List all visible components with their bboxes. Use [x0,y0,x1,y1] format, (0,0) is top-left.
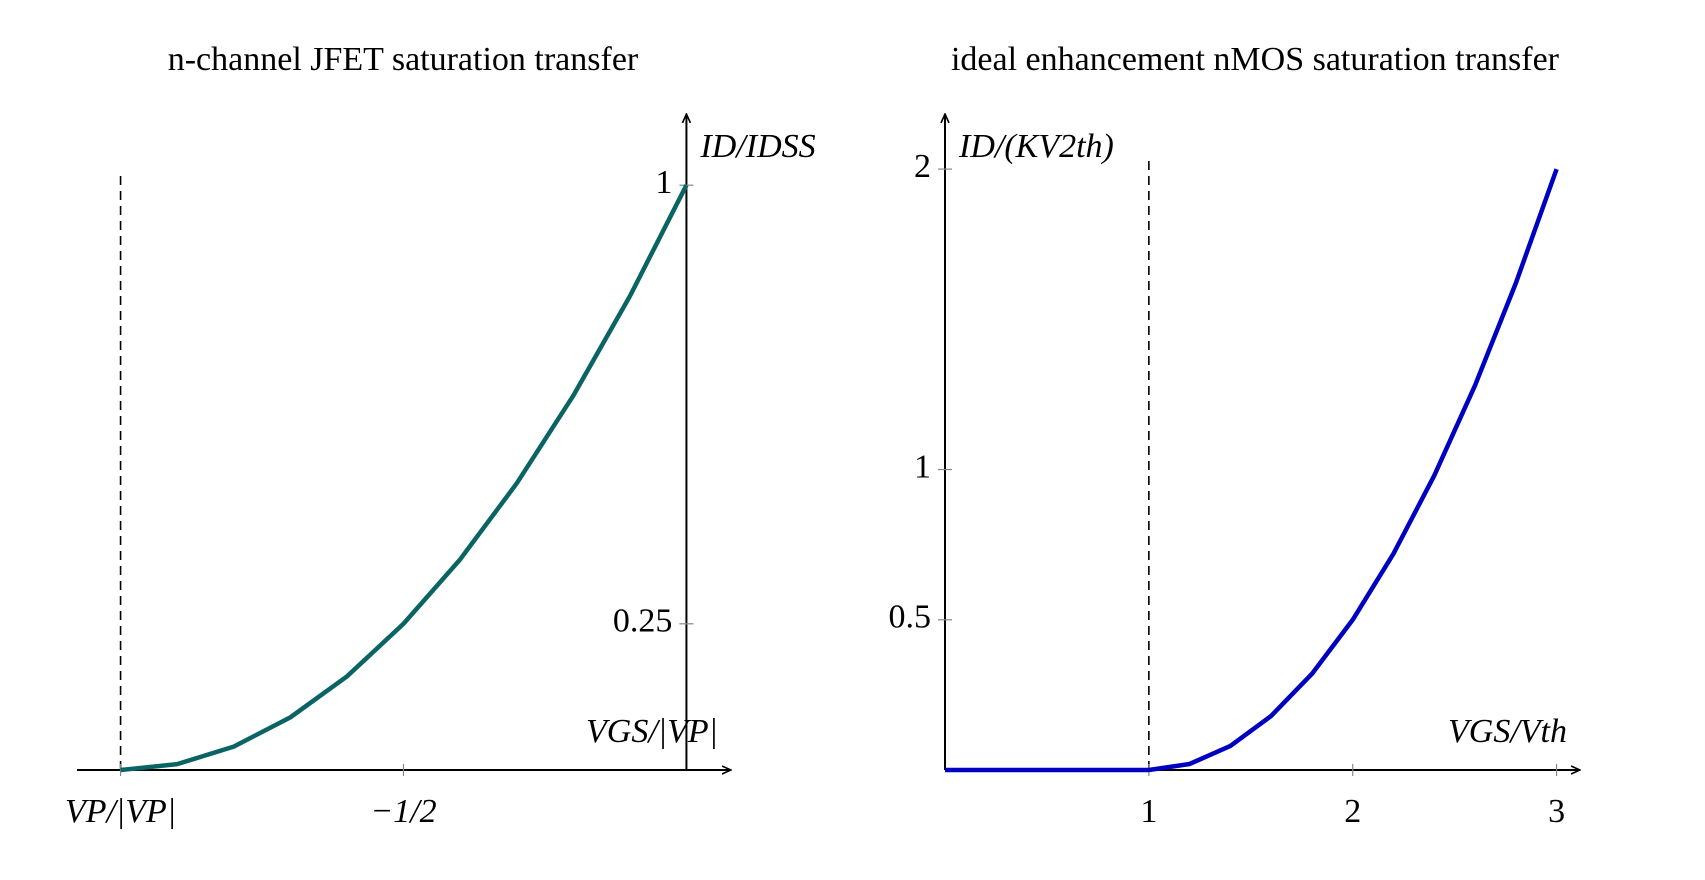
y-tick-label: 1 [655,164,672,201]
y-tick-label: 0.5 [889,599,932,636]
curve [120,184,689,773]
x-tick-label: VP/|VP| [65,793,176,830]
x-tick-label: 3 [1548,793,1565,830]
chart-title: n-channel JFET saturation transfer [168,41,639,78]
y-tick-label: 1 [914,448,931,485]
y-tick-label: 2 [914,148,931,185]
y-tick-label: 0.25 [613,603,673,640]
y-axis-label: ID/(KV2th) [958,128,1114,165]
x-axis-label: VGS/Vth [1448,713,1567,750]
x-tick-label: 1 [1140,793,1157,830]
y-axis-label: ID/IDSS [699,128,815,165]
x-tick-label: −1/2 [370,793,436,830]
x-tick-label: 2 [1344,793,1361,830]
x-axis-label: VGS/|VP| [586,713,718,750]
curve [945,168,1559,773]
chart-title: ideal enhancement nMOS saturation transf… [951,41,1560,78]
